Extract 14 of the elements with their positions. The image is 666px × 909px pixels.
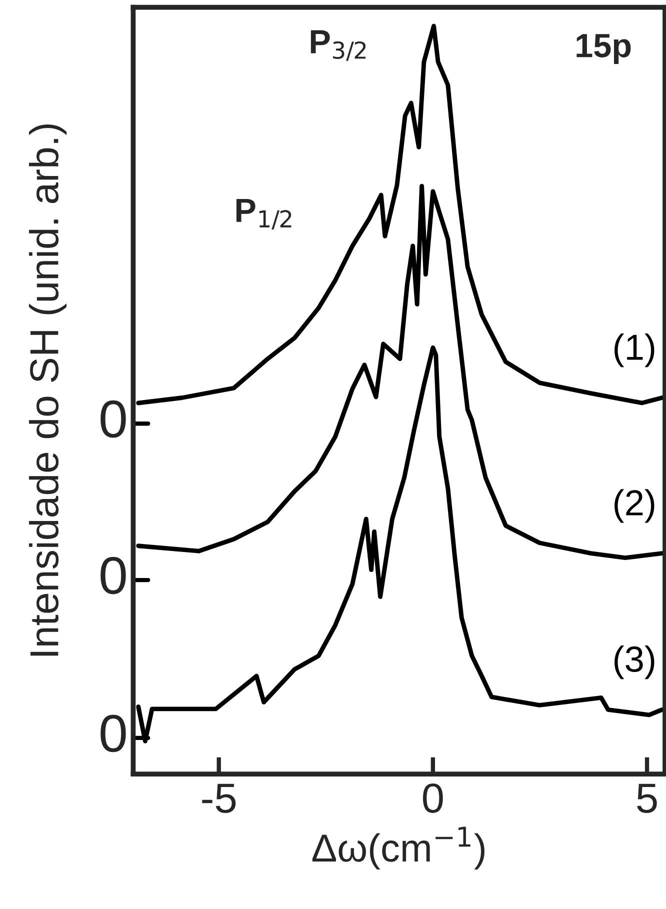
text: 0 xyxy=(100,556,126,594)
series-label: (1) xyxy=(614,334,654,368)
x-tick-label: 5 xyxy=(637,784,657,813)
annotation: P$_{3/2}$ xyxy=(310,30,366,61)
x-tick-label: -5 xyxy=(202,784,236,813)
annotation: 15p xyxy=(576,34,631,64)
annotation: P$_{1/2}$ xyxy=(236,198,292,230)
series-label: (3) xyxy=(614,645,654,680)
x-axis-title: Δω(cm$^{−1}$) xyxy=(312,826,484,870)
text: 0 xyxy=(100,714,126,752)
x-tick-label: 0 xyxy=(422,783,443,813)
series-label: (2) xyxy=(614,489,654,523)
text: 0 xyxy=(100,400,126,438)
y-axis-title: Intensidade do SH (unid. arb.) xyxy=(28,124,67,656)
